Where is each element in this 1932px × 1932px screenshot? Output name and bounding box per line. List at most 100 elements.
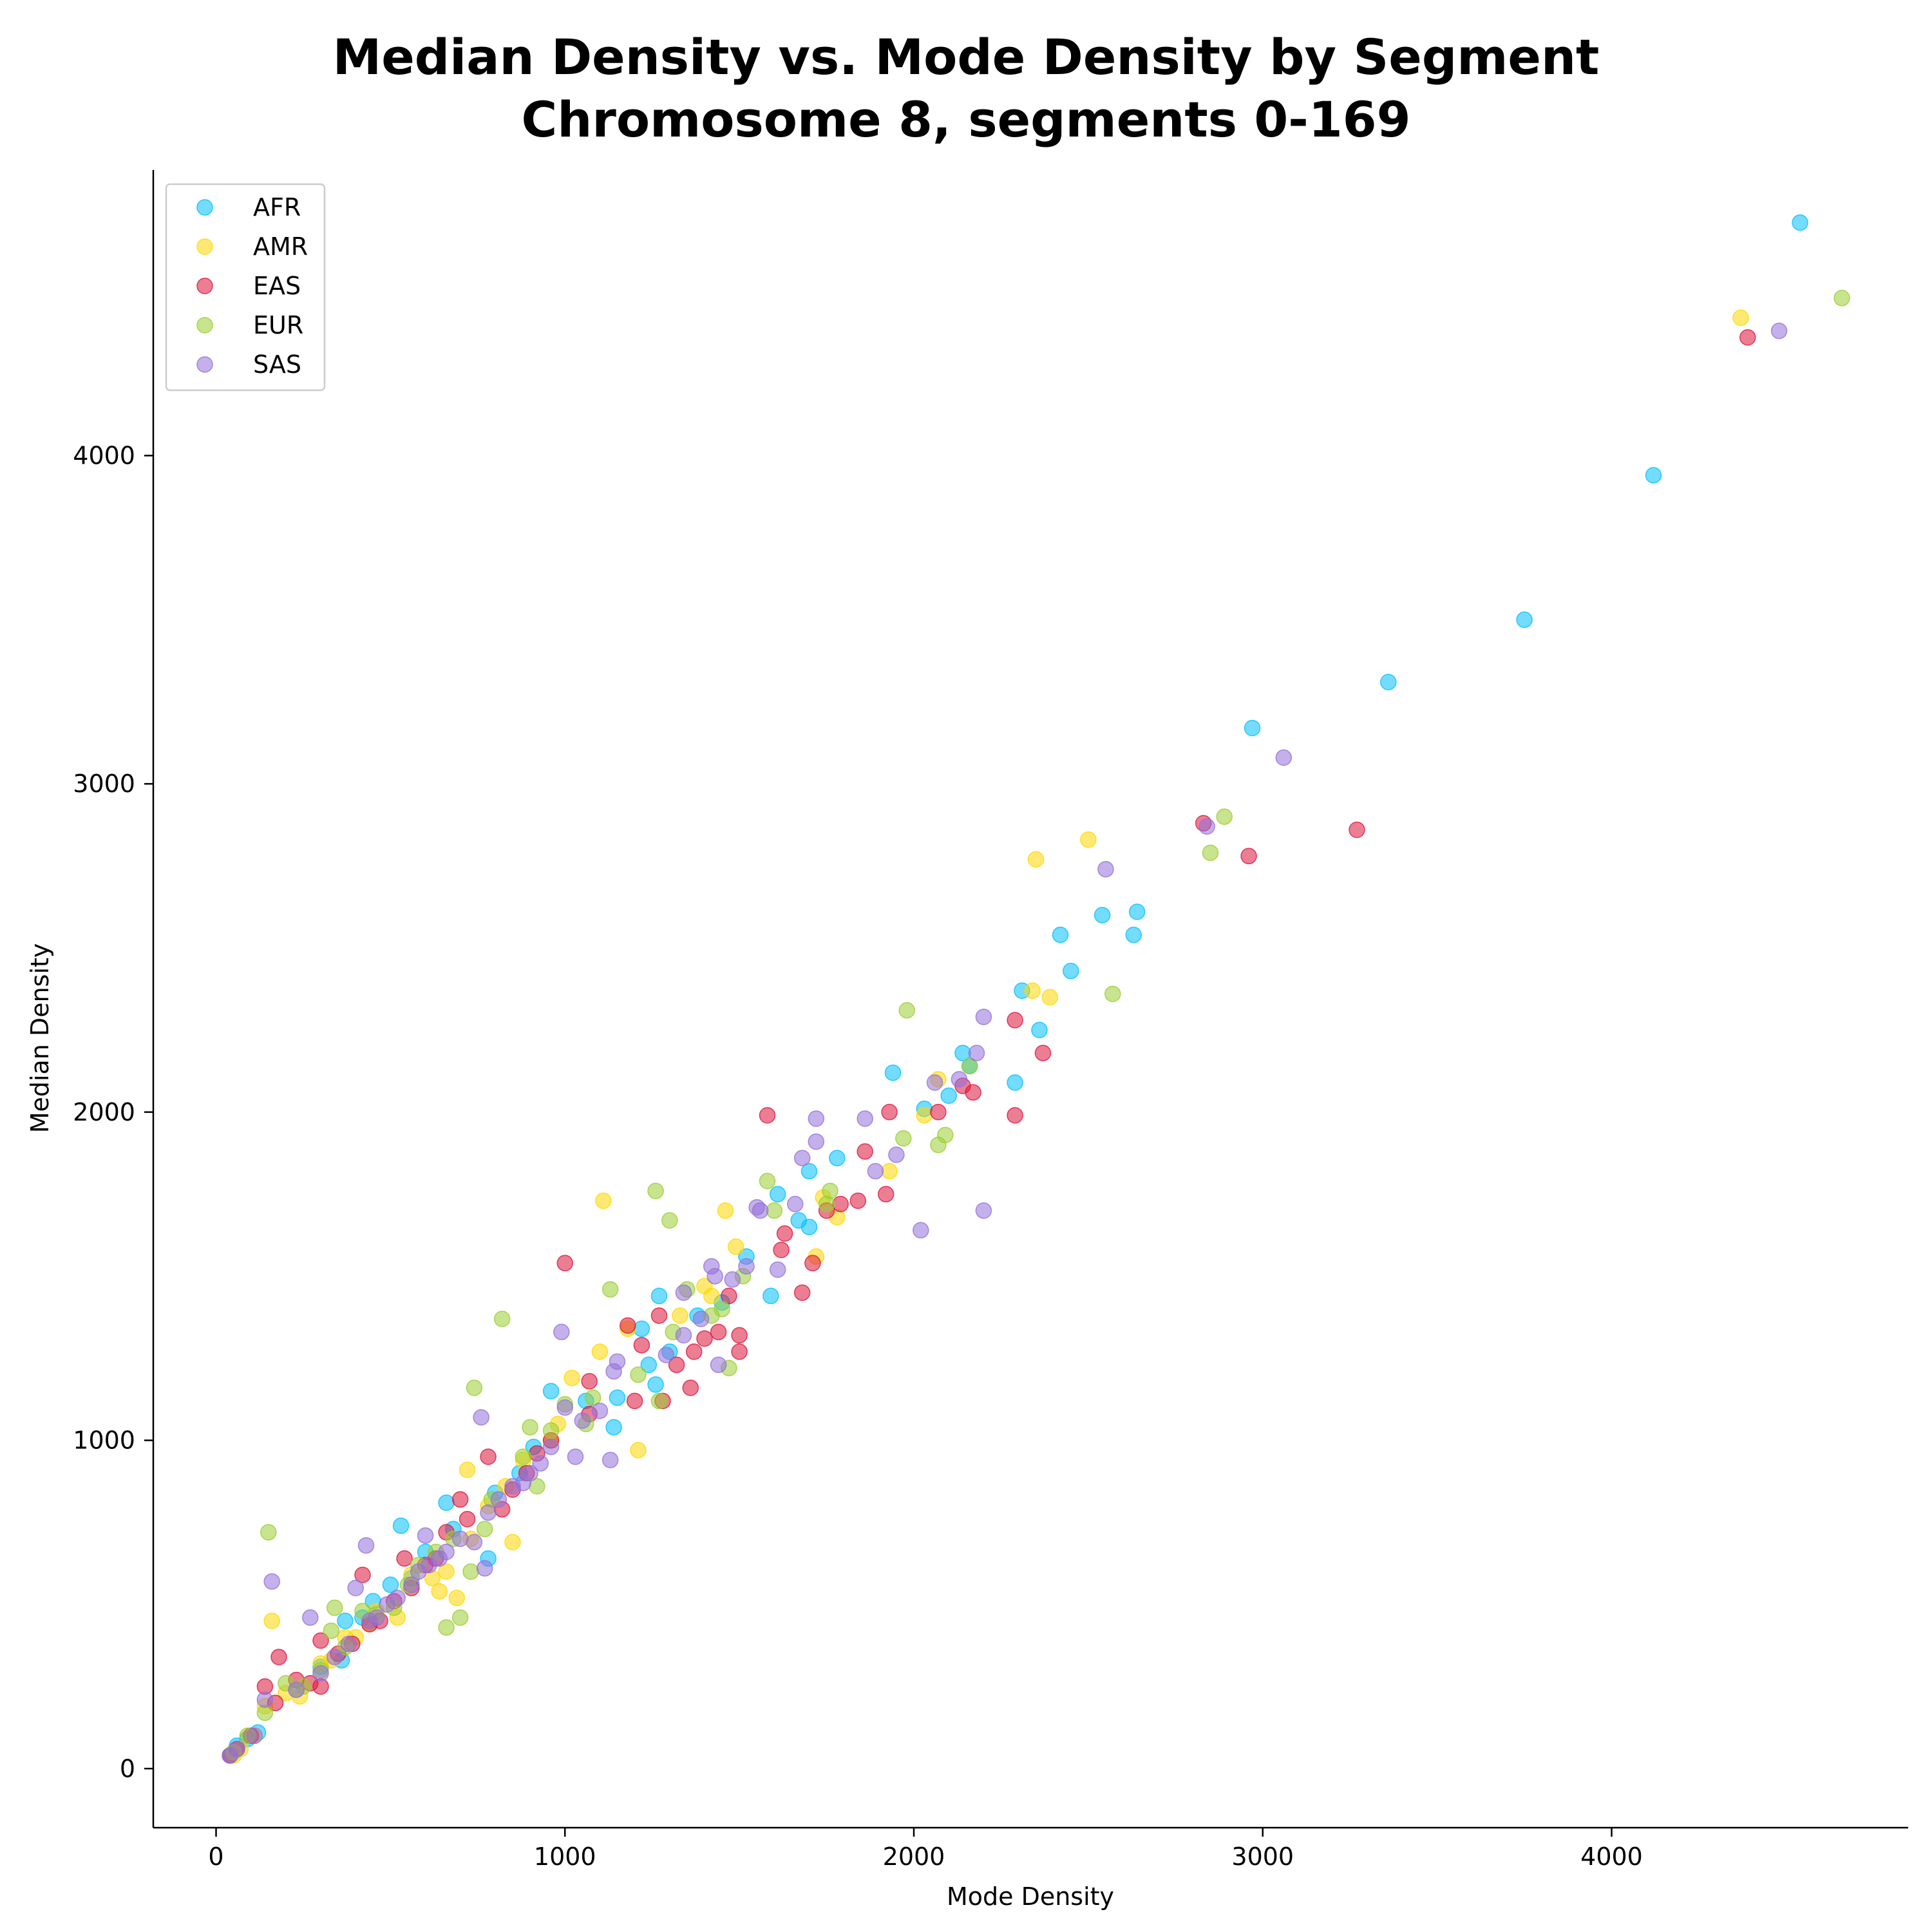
data-point-sas	[379, 1596, 395, 1613]
data-point-sas	[504, 1478, 521, 1495]
data-point-amr	[672, 1307, 688, 1324]
legend-label-eur: EUR	[253, 311, 303, 339]
y-tick-label: 2000	[73, 1098, 135, 1126]
x-tick-label: 3000	[1231, 1842, 1294, 1871]
data-point-amr	[916, 1107, 933, 1124]
data-point-amr	[595, 1192, 612, 1209]
data-point-amr	[591, 1343, 609, 1360]
data-point-afr	[542, 1383, 560, 1399]
data-point-eur	[1104, 985, 1121, 1003]
data-point-amr	[696, 1278, 713, 1294]
data-point-sas	[256, 1691, 274, 1708]
data-point-sas	[793, 1150, 811, 1166]
data-point-amr	[1024, 982, 1041, 999]
data-point-eur	[438, 1619, 455, 1636]
data-point-eas	[759, 1107, 776, 1124]
data-point-eur	[895, 1130, 912, 1147]
data-point-sas	[361, 1613, 378, 1629]
data-point-sas	[476, 1560, 493, 1577]
data-point-eas	[965, 1084, 981, 1101]
data-point-eas	[270, 1649, 287, 1665]
data-point-amr	[504, 1533, 521, 1551]
data-point-eur	[818, 1195, 835, 1213]
legend-label-afr: AFR	[253, 193, 301, 222]
data-point-eas	[650, 1307, 668, 1324]
data-point-afr	[940, 1087, 957, 1104]
data-point-amr	[431, 1583, 448, 1600]
data-point-eur	[522, 1419, 538, 1435]
data-point-sas	[808, 1110, 825, 1127]
data-point-eas	[731, 1327, 748, 1344]
data-point-afr	[829, 1150, 846, 1166]
data-point-afr	[1007, 1074, 1023, 1091]
data-point-eas	[793, 1284, 811, 1301]
data-point-eur	[466, 1379, 483, 1396]
data-point-amr	[1041, 989, 1059, 1006]
data-point-afr	[1125, 926, 1142, 943]
legend-marker-afr	[196, 199, 213, 216]
data-point-eas	[849, 1192, 867, 1209]
data-point-eas	[832, 1195, 849, 1213]
data-point-afr	[884, 1064, 902, 1081]
data-point-sas	[913, 1222, 929, 1239]
data-point-afr	[1244, 719, 1261, 737]
data-point-sas	[542, 1438, 560, 1455]
legend-marker-sas	[196, 356, 213, 373]
data-point-sas	[769, 1261, 786, 1278]
data-point-eas	[620, 1317, 636, 1334]
data-point-afr	[1516, 611, 1533, 629]
x-tick-label: 0	[208, 1842, 223, 1871]
data-point-sas	[787, 1195, 804, 1213]
data-point-sas	[302, 1609, 319, 1626]
data-point-afr	[609, 1389, 626, 1406]
data-point-sas	[975, 1202, 992, 1219]
data-point-eas	[396, 1550, 413, 1567]
data-point-eur	[323, 1622, 340, 1639]
data-point-sas	[867, 1162, 884, 1180]
data-point-eas	[459, 1511, 476, 1528]
data-point-sas	[710, 1356, 727, 1374]
data-point-afr	[1128, 904, 1146, 920]
data-point-sas	[312, 1665, 329, 1682]
data-point-sas	[263, 1573, 280, 1590]
data-point-eas	[1349, 821, 1365, 838]
data-point-sas	[591, 1402, 609, 1419]
data-point-sas	[808, 1133, 825, 1150]
data-point-afr	[769, 1186, 786, 1203]
data-point-eur	[1216, 808, 1233, 825]
data-point-eur	[630, 1366, 647, 1383]
data-point-sas	[480, 1504, 497, 1521]
data-point-amr	[438, 1563, 455, 1580]
data-point-amr	[881, 1162, 898, 1180]
data-point-eas	[312, 1632, 329, 1649]
data-point-sas	[466, 1533, 483, 1551]
series-sas	[222, 323, 1788, 1764]
data-point-sas	[340, 1635, 357, 1653]
data-point-sas	[605, 1363, 622, 1380]
data-point-eur	[584, 1389, 601, 1406]
legend-marker-eas	[196, 278, 213, 294]
data-point-eas	[877, 1186, 895, 1203]
data-point-sas	[888, 1146, 905, 1163]
data-point-sas	[326, 1649, 343, 1665]
data-point-afr	[800, 1218, 818, 1235]
data-point-sas	[347, 1580, 364, 1596]
data-point-sas	[703, 1258, 720, 1275]
data-point-eas	[668, 1356, 685, 1374]
data-point-afr	[633, 1320, 650, 1338]
data-point-sas	[532, 1455, 549, 1472]
data-point-amr	[263, 1613, 280, 1629]
x-tick-label: 2000	[883, 1842, 945, 1871]
data-point-amr	[1080, 831, 1097, 848]
x-tick-label: 1000	[534, 1842, 596, 1871]
data-point-afr	[1645, 467, 1662, 484]
data-point-sas	[738, 1258, 755, 1275]
data-point-eas	[480, 1448, 497, 1465]
data-point-eas	[626, 1392, 643, 1410]
data-point-sas	[692, 1311, 710, 1327]
data-point-eur	[542, 1422, 560, 1439]
chart-subtitle: Chromosome 8, segments 0-169	[522, 91, 1411, 148]
data-point-eas	[1007, 1107, 1023, 1124]
data-point-eur	[759, 1173, 776, 1189]
data-point-eas	[633, 1336, 650, 1354]
